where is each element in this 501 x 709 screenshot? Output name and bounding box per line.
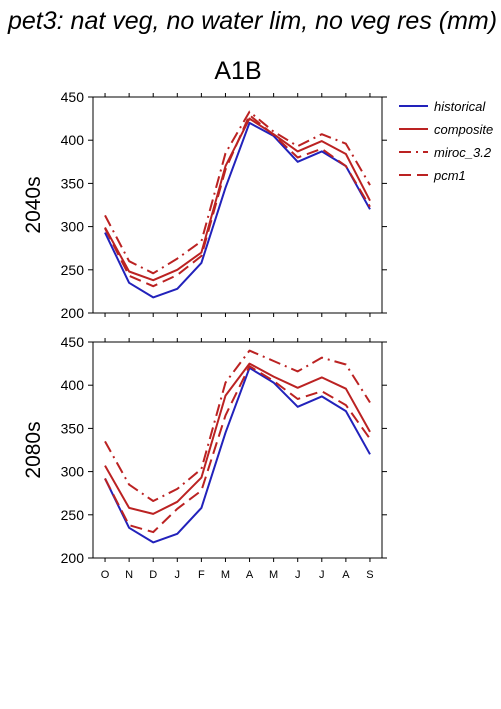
y-tick-label: 350 [61, 175, 85, 191]
series-line-historical [104, 366, 371, 544]
series-line-pcm1 [104, 114, 371, 288]
plot-frame [92, 96, 383, 314]
x-tick-label: J [319, 569, 325, 581]
y-tick-label: 200 [61, 550, 85, 566]
y-tick-label: 300 [61, 464, 85, 480]
y-tick-label: 350 [61, 420, 85, 436]
y-tick-label: 400 [61, 132, 85, 148]
series-line-composite [104, 362, 371, 515]
legend-label: historical [434, 99, 486, 114]
legend-item: miroc_3.2 [399, 145, 492, 160]
x-tick-label: O [101, 569, 110, 581]
panel-2080s: 200 250 300 350 400 450 O N D J F M A M J J A S 2080s [22, 334, 387, 581]
scenario-label: A1B [214, 57, 261, 85]
y-tick-label: 300 [61, 219, 85, 235]
y-axis-label: 2040s [22, 176, 45, 233]
plot-frame [92, 341, 383, 559]
x-tick-label: J [175, 569, 181, 581]
series-line-miroc-3-2 [104, 110, 371, 275]
panel-2040s: 200 250 300 350 400 450 2040s [22, 89, 387, 321]
y-tick-label: 200 [61, 305, 85, 321]
series-line-miroc-3-2 [104, 349, 371, 502]
series-line-historical [104, 121, 371, 299]
y-tick-label: 250 [61, 507, 85, 523]
legend-label: miroc_3.2 [434, 145, 492, 160]
x-tick-label: M [221, 569, 230, 581]
x-tick-label: N [125, 569, 133, 581]
y-tick-label: 450 [61, 89, 85, 105]
x-tick-label: A [246, 569, 254, 581]
x-tick-label: M [269, 569, 278, 581]
x-tick-label: J [295, 569, 301, 581]
x-tick-label: S [366, 569, 373, 581]
legend-item: composite [399, 122, 493, 137]
legend-item: historical [399, 99, 486, 114]
chart-panels: 200 250 300 350 400 450 2040s 200 250 300 350 400 45… [22, 89, 387, 581]
y-tick-label: 250 [61, 262, 85, 278]
legend-label: composite [434, 122, 493, 137]
y-tick-label: 400 [61, 377, 85, 393]
x-tick-label: F [198, 569, 205, 581]
legend: historical composite miroc_3.2 pcm1 [399, 99, 493, 183]
x-tick-label: A [342, 569, 350, 581]
legend-item: pcm1 [399, 168, 466, 183]
y-tick-label: 450 [61, 334, 85, 350]
figure-title: pet3: nat veg, no water lim, no veg res … [7, 7, 497, 35]
legend-label: pcm1 [433, 168, 466, 183]
x-tick-label: D [149, 569, 157, 581]
y-axis-label: 2080s [22, 421, 45, 478]
series-line-pcm1 [104, 365, 371, 534]
